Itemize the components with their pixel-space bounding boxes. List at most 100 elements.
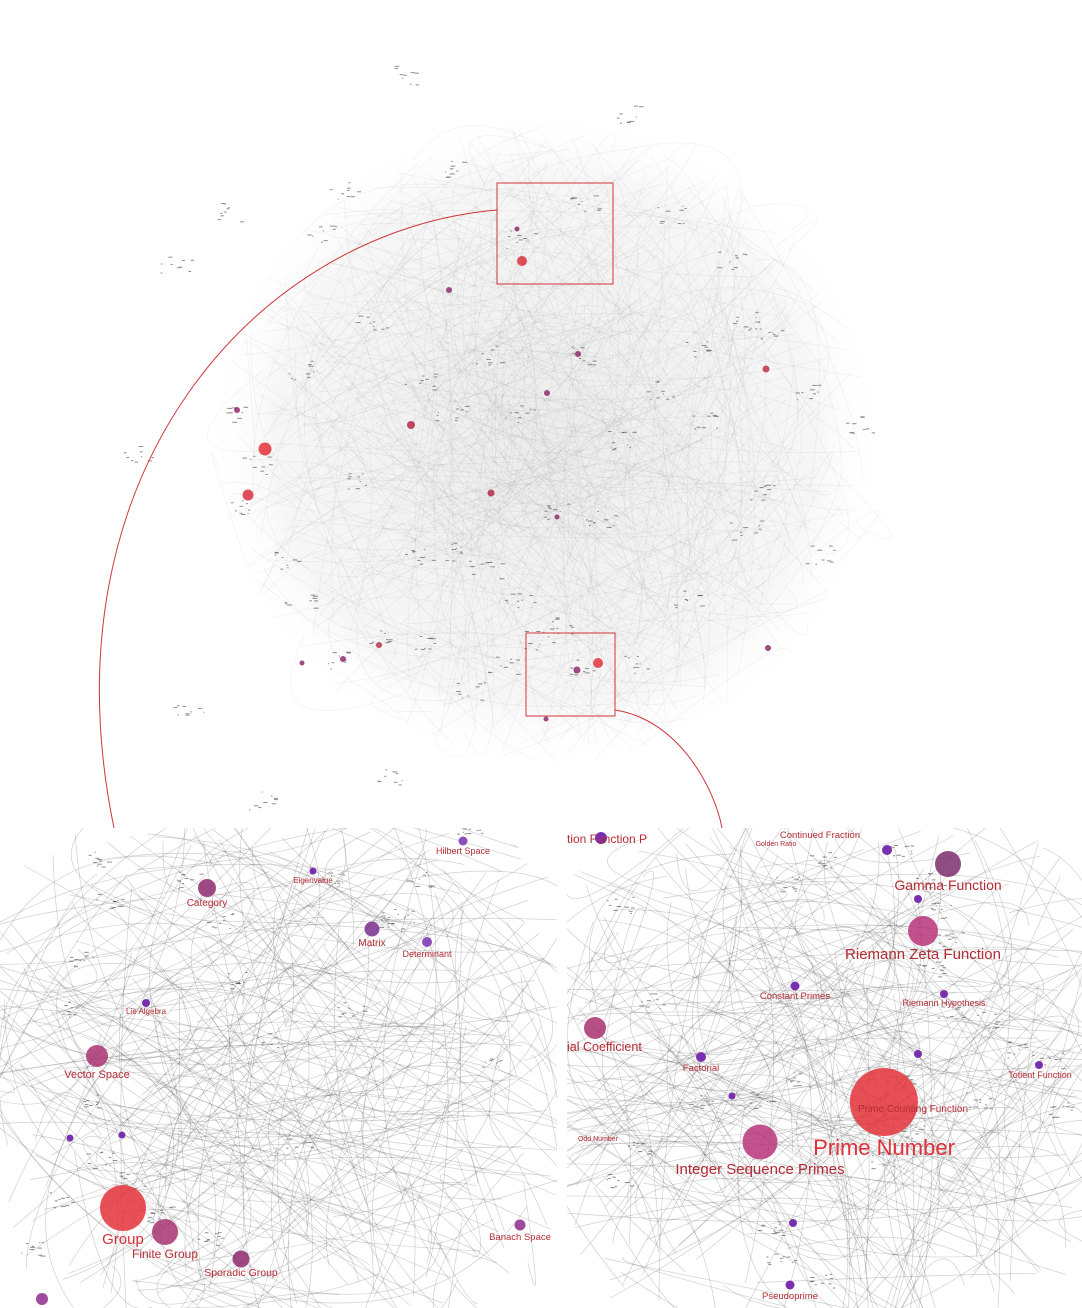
zoom-right-edge xyxy=(994,1068,1082,1268)
zoom-right-edge xyxy=(580,933,737,1255)
overview-edge xyxy=(252,163,418,503)
overview-edge xyxy=(797,373,842,495)
overview-edge xyxy=(361,190,692,394)
overview-edge xyxy=(510,483,711,522)
overview-edge xyxy=(471,341,574,559)
overview-micro-node xyxy=(405,553,408,555)
overview-micro-node xyxy=(331,662,335,664)
overview-edge xyxy=(672,439,764,611)
overview-edge xyxy=(678,292,728,588)
zoom-right-edge xyxy=(575,1122,663,1215)
zoom-left-micro-node xyxy=(61,1206,66,1207)
overview-micro-node xyxy=(763,494,767,496)
zoom-left-edge xyxy=(82,1136,108,1178)
zoom-right-edge xyxy=(579,855,1041,1140)
overview-micro-node xyxy=(346,652,351,654)
zoom-left-edge xyxy=(102,1265,122,1308)
zoom-right-labels: Prime Number Integer Sequence Primes Rie… xyxy=(567,830,1072,1302)
overview-micro-node xyxy=(716,427,718,429)
overview-micro-node xyxy=(274,551,278,553)
zoom-left-micro-node xyxy=(430,886,433,888)
overview-micro-node xyxy=(755,312,759,314)
zoom-left-edge xyxy=(291,910,533,1073)
overview-micro-node xyxy=(177,705,180,707)
overview-edge xyxy=(566,442,653,662)
zoom-left-micro-node xyxy=(30,1246,36,1248)
zoom-right-edge xyxy=(686,1045,771,1141)
overview-edge xyxy=(501,167,559,485)
zoom-left-edge xyxy=(171,1096,448,1287)
overview-edge xyxy=(757,585,798,613)
zoom-left-micro-node xyxy=(236,983,240,984)
zoom-left-edge xyxy=(25,1162,274,1257)
zoom-left-edge xyxy=(0,885,289,1080)
zoom-right-micro-node xyxy=(995,1023,999,1025)
overview-edge xyxy=(337,573,618,707)
zoom-right-micro-node xyxy=(988,1098,993,1100)
zoom-left-micro-node xyxy=(40,1255,46,1257)
overview-edge xyxy=(546,304,662,734)
zoom-left-edge xyxy=(137,1164,321,1308)
overview-edge xyxy=(339,625,649,746)
zoom-right-micro-node xyxy=(700,1104,705,1106)
zoom-left-micro-node xyxy=(268,1033,273,1035)
zoom-left-micro-node xyxy=(336,880,341,882)
zoom-right-micro-node xyxy=(915,1133,920,1135)
zoom-right-edge xyxy=(786,1236,1015,1295)
overview-edge xyxy=(513,302,822,429)
overview-edge xyxy=(377,573,612,682)
overview-micro-node xyxy=(401,780,403,782)
overview-edge xyxy=(527,154,723,702)
overview-micro-node xyxy=(773,335,779,337)
overview-edge xyxy=(456,219,661,506)
overview-micro-node xyxy=(221,203,225,204)
overview-micro-node xyxy=(456,170,459,172)
label-group: Group xyxy=(102,1231,144,1248)
zoom-left-micro-node xyxy=(74,959,79,960)
overview-edge xyxy=(383,145,655,240)
zoom-left-edge xyxy=(136,828,348,870)
zoom-right-micro-node xyxy=(940,917,946,919)
overview-edge xyxy=(242,341,371,474)
zoom-right-edge xyxy=(901,1258,965,1308)
overview-micro-node xyxy=(394,68,398,69)
overview-edge xyxy=(274,462,359,604)
overview-edge xyxy=(322,209,404,236)
overview-edge xyxy=(538,266,746,744)
overview-micro-node xyxy=(499,578,505,580)
overview-micro-node xyxy=(589,525,591,527)
overview-micro-node xyxy=(547,505,551,507)
overview-edge xyxy=(474,243,507,619)
overview-edge xyxy=(268,478,578,563)
overview-edge xyxy=(290,633,403,711)
zoom-right-edge xyxy=(874,1091,928,1198)
overview-micro-node xyxy=(830,561,834,563)
overview-edge xyxy=(431,403,827,736)
zoom-left-micro-node xyxy=(418,878,420,880)
overview-micro-node xyxy=(395,773,399,775)
overview-edge xyxy=(312,374,458,519)
zoom-right-edge xyxy=(760,828,862,974)
overview-edge xyxy=(569,332,631,722)
overview-edge xyxy=(389,178,538,221)
overview-micro-node xyxy=(423,549,426,551)
overview-edge xyxy=(271,195,521,421)
zoom-left-edge xyxy=(156,1237,223,1308)
zoom-right-edge xyxy=(669,1077,778,1206)
overview-micro-node xyxy=(592,360,597,362)
zoom-right-edge xyxy=(567,1095,879,1308)
overview-micro-node xyxy=(469,560,472,562)
overview-micro-node xyxy=(385,769,388,771)
overview-micro-node xyxy=(384,633,386,634)
overview-micro-node xyxy=(592,670,596,672)
zoom-right-edge xyxy=(798,1111,862,1286)
zoom-right-edge xyxy=(605,907,647,1043)
zoom-left-edge xyxy=(157,937,557,1294)
zoom-left-micro-node xyxy=(61,1197,66,1199)
zoom-right-edge xyxy=(567,924,1082,970)
zoom-right-micro-node xyxy=(1053,1106,1057,1108)
zoom-right-micro-node xyxy=(799,1073,802,1075)
zoom-left-micro-node xyxy=(88,1104,93,1106)
zoom-left-nodes xyxy=(36,836,526,1305)
